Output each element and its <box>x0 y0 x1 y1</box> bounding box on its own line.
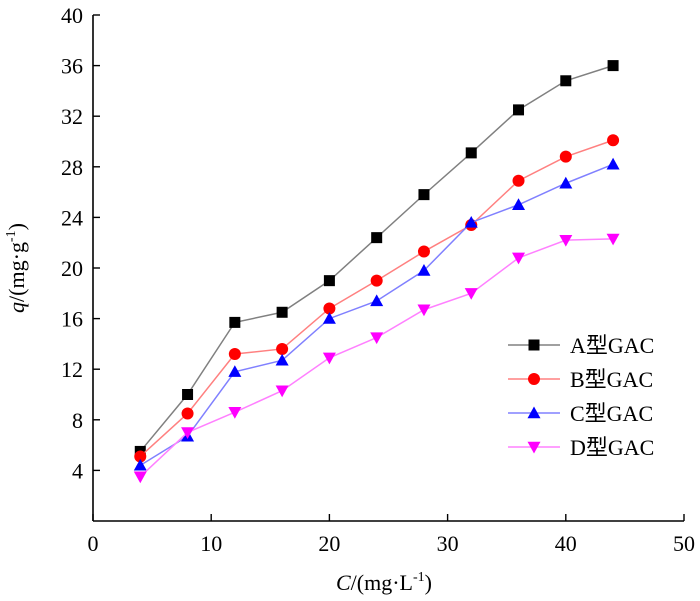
triangle-up-marker <box>370 294 384 307</box>
series-layer <box>133 60 620 484</box>
triangle-up-marker <box>527 406 541 419</box>
series-b <box>134 134 620 463</box>
x-tick-label: 20 <box>318 531 340 556</box>
circle-marker <box>370 274 383 287</box>
square-marker <box>607 60 619 72</box>
series-c <box>133 157 620 471</box>
legend-label: B型GAC <box>570 367 653 392</box>
series-line <box>139 163 614 466</box>
square-marker <box>465 147 477 159</box>
ticks-layer: 4 8 12 16 20 24 28 32 36 40 0 10 20 30 40 50 <box>61 3 695 556</box>
legend-label: C型GAC <box>570 401 653 426</box>
triangle-down-marker <box>527 441 541 454</box>
legend-entry: C型GAC <box>508 401 653 426</box>
square-marker <box>182 389 194 400</box>
circle-marker <box>512 174 525 187</box>
triangle-down-marker <box>133 471 147 484</box>
circle-marker <box>228 348 241 361</box>
triangle-down-marker <box>559 234 573 247</box>
square-marker <box>528 339 540 351</box>
triangle-down-marker <box>228 407 242 419</box>
circle-marker <box>276 342 289 355</box>
triangle-down-marker <box>606 233 620 246</box>
square-marker <box>323 275 335 287</box>
triangle-down-marker <box>322 352 336 365</box>
circle-marker <box>134 450 147 463</box>
y-tick-label: 40 <box>61 3 83 28</box>
circle-marker <box>607 134 620 147</box>
square-marker <box>560 75 572 87</box>
y-tick-label: 8 <box>72 408 83 433</box>
y-tick-label: 4 <box>72 458 83 483</box>
triangle-down-marker <box>464 288 478 300</box>
triangle-up-marker <box>322 312 336 324</box>
triangle-up-marker <box>512 198 526 210</box>
x-tick-label: 0 <box>88 531 99 556</box>
triangle-down-marker <box>181 427 195 439</box>
legend-entry: B型GAC <box>508 367 653 392</box>
square-marker <box>229 316 241 328</box>
triangle-up-marker <box>464 215 478 228</box>
series-d <box>133 233 620 484</box>
triangle-down-marker <box>417 304 431 317</box>
legend-label: D型GAC <box>570 435 654 460</box>
y-tick-label: 32 <box>61 104 83 129</box>
triangle-up-marker <box>606 157 620 170</box>
triangle-down-marker <box>370 332 384 345</box>
triangle-up-marker <box>417 264 431 276</box>
x-tick-label: 10 <box>200 531 222 556</box>
triangle-up-marker <box>133 458 147 471</box>
legend-entry: D型GAC <box>508 435 654 460</box>
circle-marker <box>417 245 430 258</box>
y-tick-label: 36 <box>61 54 83 79</box>
y-tick-label: 28 <box>61 155 83 180</box>
x-axis-title: C/(mg·L-1) <box>336 570 432 595</box>
y-tick-label: 12 <box>61 357 83 382</box>
circle-marker <box>323 302 336 315</box>
legend-label: A型GAC <box>570 333 654 358</box>
triangle-up-marker <box>228 365 242 377</box>
triangle-down-marker <box>512 252 526 265</box>
series-a <box>134 60 619 457</box>
circle-marker <box>528 373 540 385</box>
legend-entry: A型GAC <box>508 333 654 358</box>
square-marker <box>418 189 430 201</box>
y-tick-label: 16 <box>61 307 83 332</box>
y-axis-title: q/(mg·g-1) <box>4 223 29 313</box>
x-tick-label: 40 <box>555 531 577 556</box>
legend: A型GAC B型GAC C型GAC D型GAC <box>508 333 654 460</box>
series-line <box>139 64 614 452</box>
square-marker <box>371 232 383 244</box>
triangle-down-marker <box>275 385 289 398</box>
circle-marker <box>181 407 194 420</box>
square-marker <box>276 306 288 318</box>
y-tick-label: 24 <box>61 205 83 230</box>
y-tick-label: 20 <box>61 256 83 281</box>
x-tick-label: 50 <box>673 531 695 556</box>
circle-marker <box>559 150 572 163</box>
triangle-up-marker <box>559 176 573 189</box>
x-tick-label: 30 <box>437 531 459 556</box>
axes-layer <box>92 15 684 522</box>
triangle-up-marker <box>275 353 289 366</box>
square-marker <box>513 104 525 116</box>
